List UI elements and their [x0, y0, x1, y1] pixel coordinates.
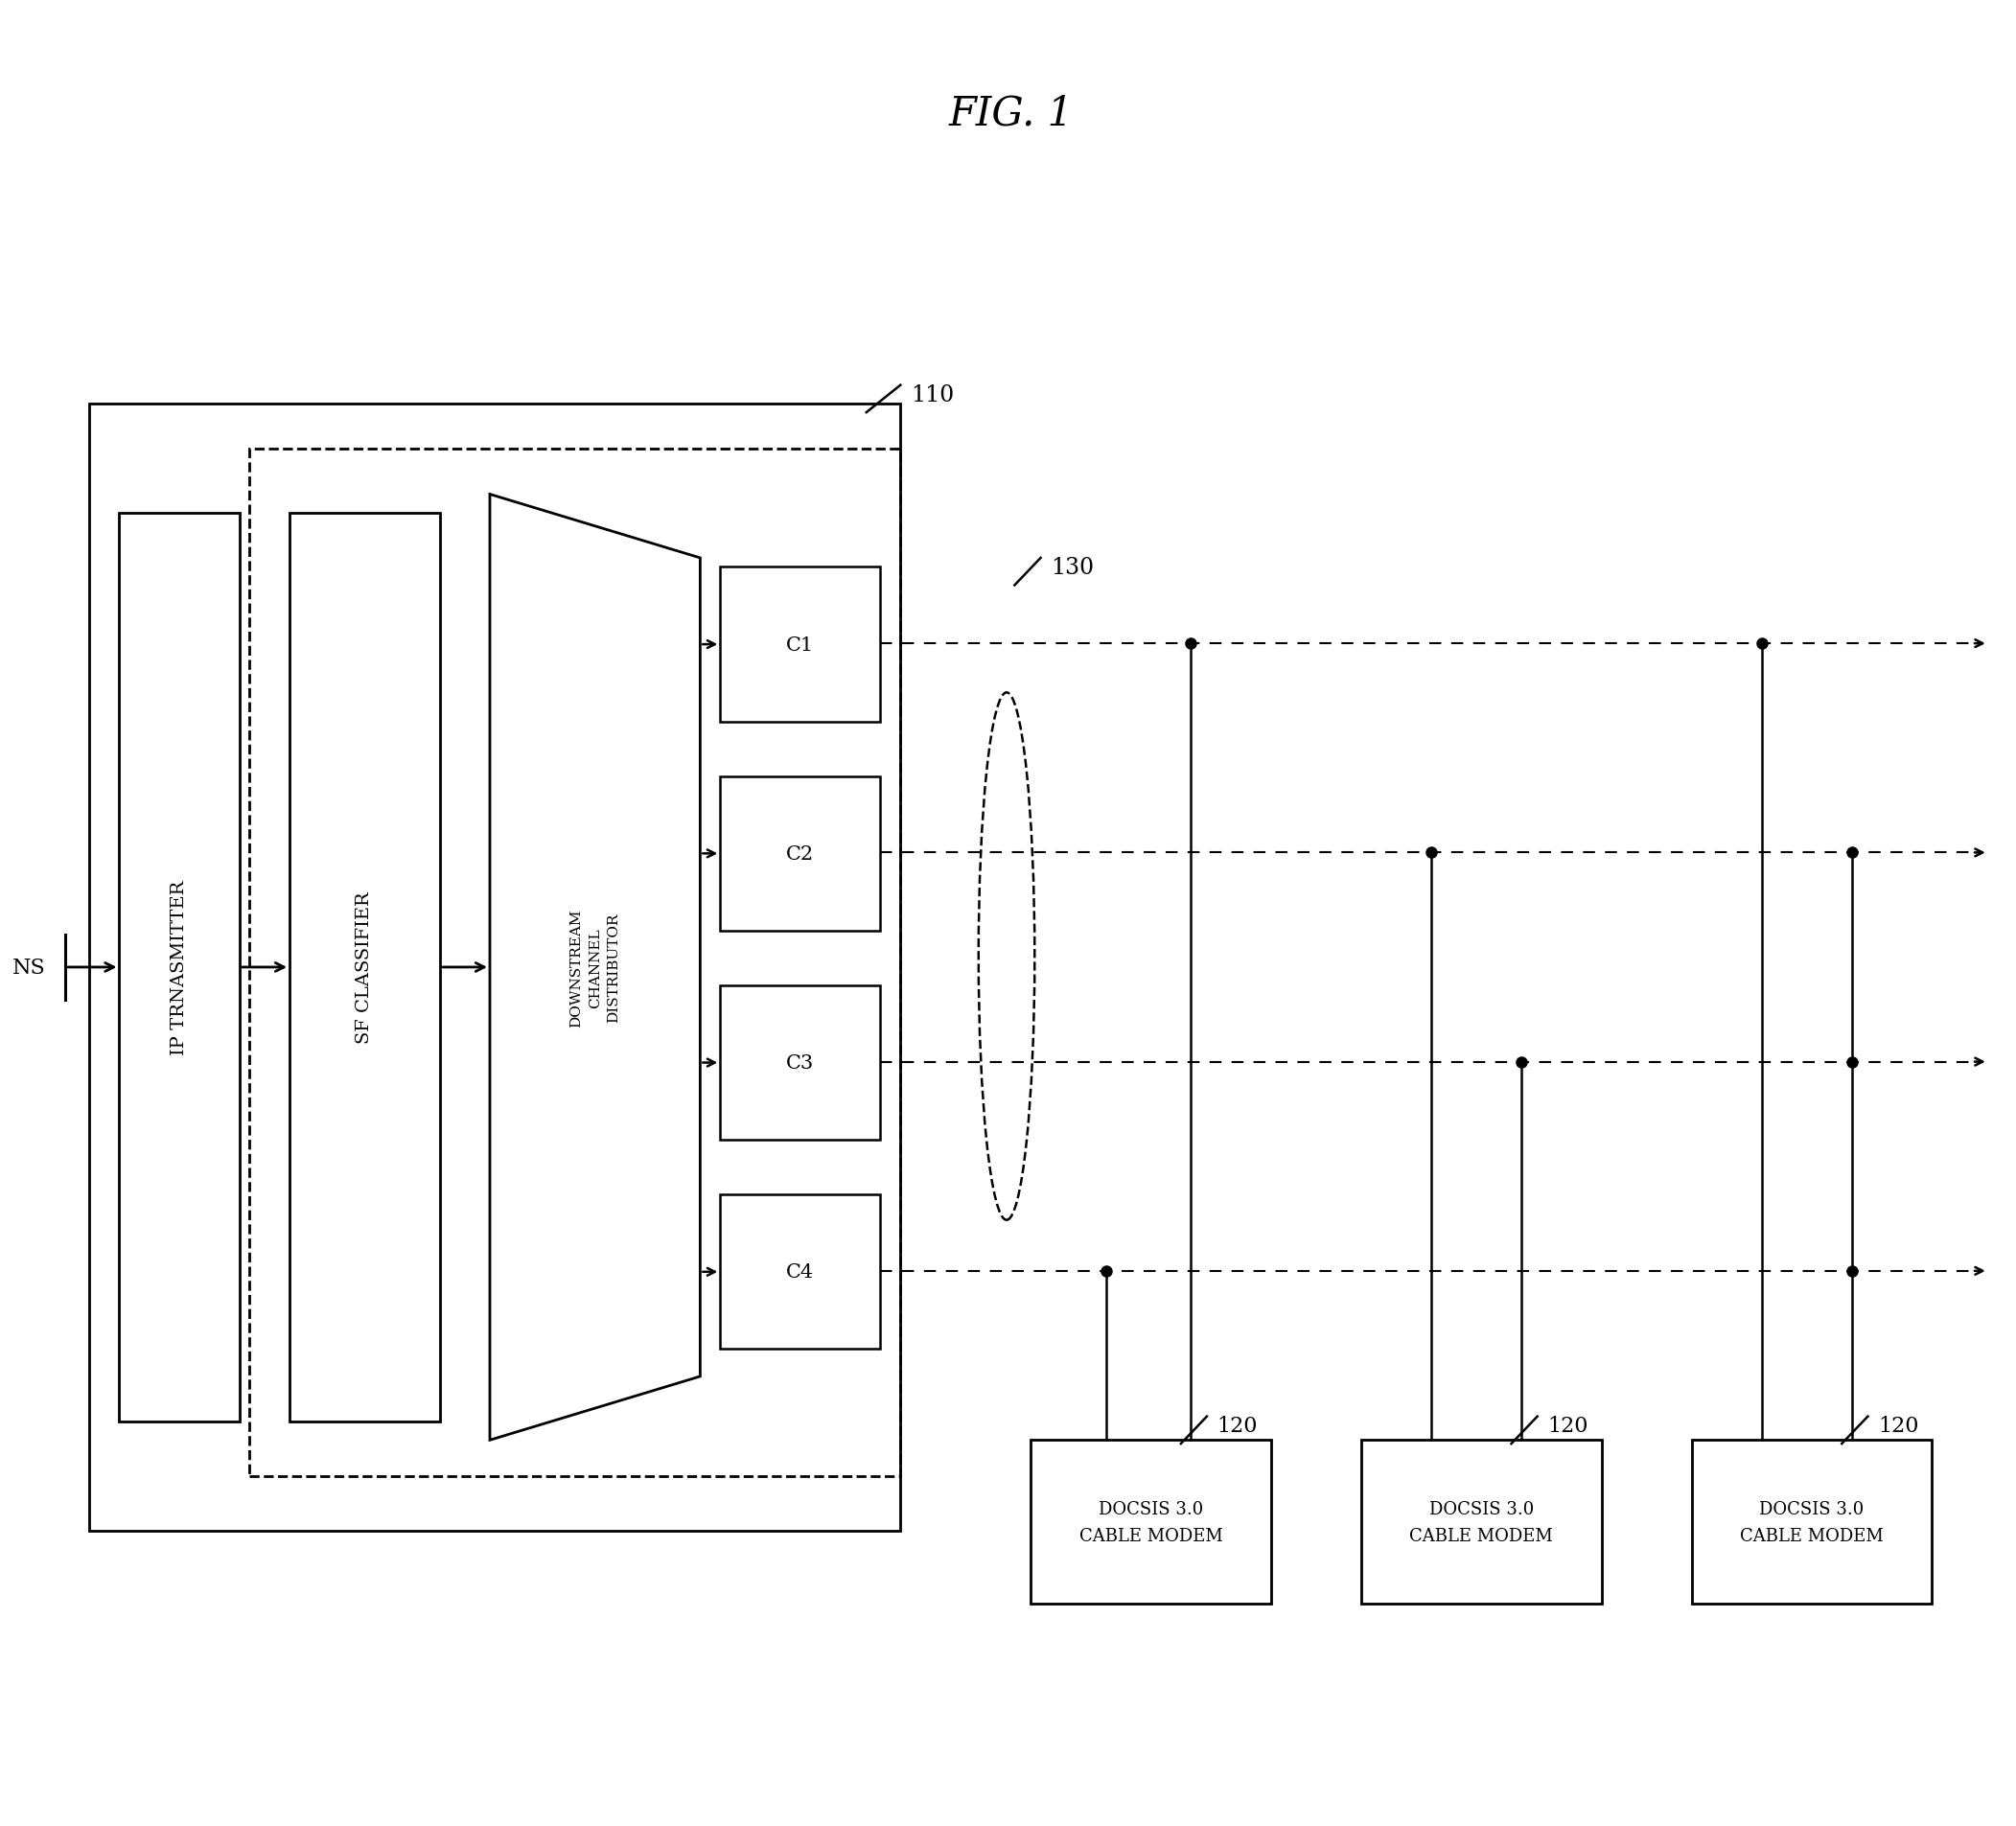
Text: DOCSIS 3.0
CABLE MODEM: DOCSIS 3.0 CABLE MODEM — [1409, 1501, 1552, 1545]
Text: 130: 130 — [1050, 557, 1095, 579]
Text: IP TRNASMITTER: IP TRNASMITTER — [171, 880, 187, 1055]
Text: 110: 110 — [911, 383, 954, 405]
Bar — [1691, 1441, 1931, 1603]
Bar — [119, 513, 240, 1422]
Text: DOWNSTREAM
CHANNEL
DISTRIBUTOR: DOWNSTREAM CHANNEL DISTRIBUTOR — [571, 908, 621, 1026]
Text: C2: C2 — [786, 845, 814, 864]
Text: 120: 120 — [1548, 1415, 1589, 1437]
Text: C3: C3 — [786, 1054, 814, 1072]
Text: SF CLASSIFIER: SF CLASSIFIER — [357, 891, 373, 1044]
Bar — [290, 513, 439, 1422]
Bar — [720, 1194, 881, 1349]
Text: DOCSIS 3.0
CABLE MODEM: DOCSIS 3.0 CABLE MODEM — [1079, 1501, 1222, 1545]
Bar — [720, 776, 881, 931]
Text: C4: C4 — [786, 1264, 814, 1282]
Text: 120: 120 — [1218, 1415, 1258, 1437]
Polygon shape — [490, 495, 700, 1441]
Text: DOCSIS 3.0
CABLE MODEM: DOCSIS 3.0 CABLE MODEM — [1740, 1501, 1883, 1545]
Bar — [250, 449, 901, 1477]
Text: FIG. 1: FIG. 1 — [948, 93, 1073, 133]
Bar — [720, 568, 881, 721]
Text: NS: NS — [12, 957, 44, 979]
Text: C1: C1 — [786, 635, 814, 654]
Bar — [1361, 1441, 1601, 1603]
Text: 120: 120 — [1877, 1415, 1919, 1437]
Bar — [89, 404, 901, 1532]
Bar — [1030, 1441, 1270, 1603]
Bar — [720, 986, 881, 1139]
